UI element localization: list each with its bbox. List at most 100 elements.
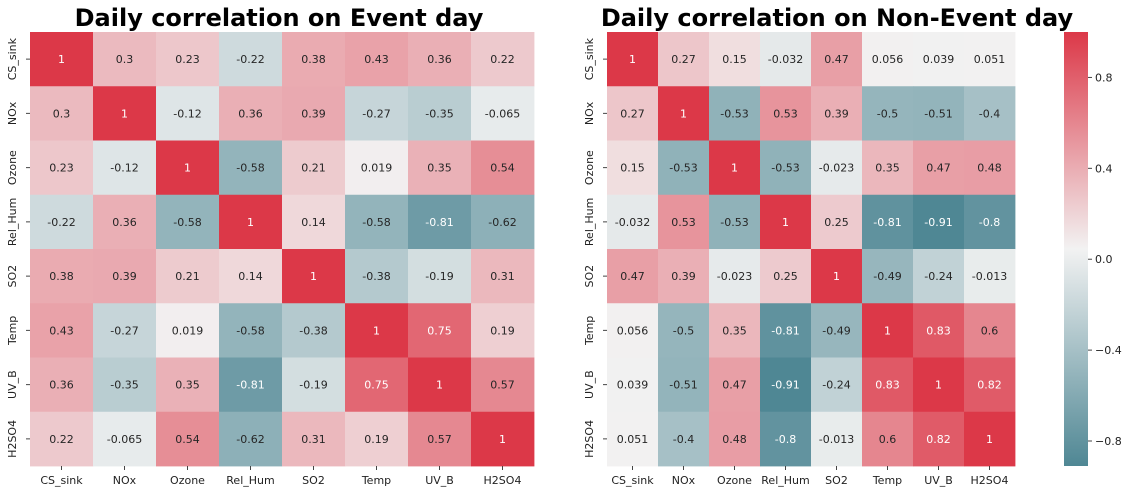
cell-value-label: -0.032: [615, 216, 650, 229]
heatmap-cell: [345, 249, 409, 304]
cell-value-label: -0.38: [299, 324, 327, 337]
y-tick-label: UV_B: [6, 370, 19, 399]
heatmap-cell: [93, 86, 157, 141]
colorbar: 0.8 0.4 0.0 −0.4 −0.8: [1064, 32, 1122, 466]
cell-value-label: -0.4: [979, 107, 1000, 120]
non-event-day-x-ticks: CS_sink NOx Ozone Rel_Hum SO2 Temp UV_B H2SO4: [611, 466, 1008, 487]
non-event-day-cells: [607, 32, 1016, 467]
x-tick-label: H2SO4: [484, 474, 522, 487]
heatmap-cell: [93, 32, 157, 87]
cell-value-label: 1: [629, 53, 636, 66]
y-tick-label: CS_sink: [583, 37, 596, 80]
non-event-day-annotations: 1 0.27 0.15 -0.032 0.47 0.056 0.039 0.051 0.27 1 -…: [615, 53, 1007, 446]
cell-value-label: -0.065: [485, 107, 520, 120]
heatmap-cell: [93, 411, 157, 467]
heatmap-cell: [709, 86, 761, 141]
cell-value-label: 0.54: [490, 162, 515, 175]
cell-value-label: -0.58: [236, 162, 264, 175]
heatmap-cell: [156, 249, 220, 304]
event-day-x-ticks: CS_sink NOx Ozone Rel_Hum SO2 Temp UV_B H2SO4: [40, 466, 521, 487]
x-tick-label: NOx: [672, 474, 696, 487]
cell-value-label: -0.27: [110, 324, 138, 337]
y-tick-label: H2SO4: [6, 420, 19, 458]
heatmap-cell: [156, 303, 220, 358]
cell-value-label: -0.35: [110, 379, 138, 392]
heatmap-cell: [811, 357, 863, 413]
cell-value-label: 0.22: [49, 433, 74, 446]
cell-value-label: 0.3: [53, 107, 71, 120]
heatmap-cell: [862, 194, 914, 250]
event-day-cells: [30, 32, 535, 467]
cell-value-label: 0.21: [175, 270, 200, 283]
cell-value-label: -0.24: [822, 379, 850, 392]
cell-value-label: 0.43: [364, 53, 389, 66]
cell-value-label: 0.27: [620, 107, 645, 120]
y-tick-label: H2SO4: [583, 420, 596, 458]
heatmap-cell: [471, 357, 535, 413]
heatmap-cell: [913, 249, 965, 304]
cell-value-label: 0.14: [301, 216, 326, 229]
heatmap-cell: [282, 32, 346, 87]
cell-value-label: -0.013: [972, 270, 1007, 283]
heatmap-cell: [30, 249, 94, 304]
heatmap-cell: [709, 411, 761, 467]
cell-value-label: -0.62: [236, 433, 264, 446]
x-tick-label: SO2: [302, 474, 325, 487]
cell-value-label: -0.53: [669, 162, 697, 175]
heatmap-cell: [760, 249, 812, 304]
heatmap-cell: [93, 303, 157, 358]
heatmap-cell: [862, 357, 914, 413]
cell-value-label: -0.023: [819, 162, 854, 175]
cell-value-label: -0.12: [173, 107, 201, 120]
heatmap-cell: [658, 86, 710, 141]
heatmap-cell: [760, 303, 812, 358]
cell-value-label: 1: [436, 379, 443, 392]
cell-value-label: 0.83: [875, 379, 900, 392]
cell-value-label: 0.54: [175, 433, 200, 446]
heatmap-cell: [30, 357, 94, 413]
heatmap-cell: [811, 86, 863, 141]
cell-value-label: -0.91: [771, 379, 799, 392]
y-tick-label: NOx: [583, 101, 596, 125]
x-tick-label: Temp: [872, 474, 902, 487]
heatmap-cell: [964, 86, 1016, 141]
heatmap-cell: [862, 411, 914, 467]
cell-value-label: 0.31: [490, 270, 515, 283]
heatmap-cell: [30, 303, 94, 358]
heatmap-cell: [760, 411, 812, 467]
cell-value-label: 0.39: [824, 107, 849, 120]
cell-value-label: 0.3: [116, 53, 134, 66]
heatmap-cell: [408, 357, 472, 413]
cell-value-label: 1: [680, 107, 687, 120]
heatmap-cell: [709, 194, 761, 250]
cell-value-label: -0.5: [673, 324, 694, 337]
x-tick-label: Rel_Hum: [226, 474, 274, 487]
cell-value-label: 0.35: [427, 162, 452, 175]
cell-value-label: 0.35: [175, 379, 200, 392]
cell-value-label: 0.23: [175, 53, 200, 66]
heatmap-cell: [709, 140, 761, 196]
heatmap-cell: [607, 86, 659, 141]
cell-value-label: -0.24: [924, 270, 952, 283]
heatmap-cell: [964, 32, 1016, 87]
heatmap-cell: [471, 86, 535, 141]
heatmap-cell: [709, 32, 761, 87]
heatmap-cell: [607, 32, 659, 87]
cell-value-label: 0.48: [722, 433, 747, 446]
cell-value-label: -0.023: [717, 270, 752, 283]
heatmap-cell: [408, 140, 472, 196]
cell-value-label: 0.36: [49, 379, 74, 392]
cell-value-label: -0.91: [924, 216, 952, 229]
non-event-day-heatmap: Daily correlation on Non-Event day 1 0.27…: [583, 4, 1074, 487]
cell-value-label: -0.35: [425, 107, 453, 120]
cell-value-label: 1: [833, 270, 840, 283]
non-event-day-title: Daily correlation on Non-Event day: [601, 4, 1074, 32]
cell-value-label: 0.83: [926, 324, 951, 337]
cell-value-label: 1: [935, 379, 942, 392]
heatmap-cell: [760, 32, 812, 87]
colorbar-tick-label: 0.4: [1095, 162, 1113, 175]
cell-value-label: 0.75: [427, 324, 452, 337]
heatmap-cell: [219, 411, 283, 467]
heatmap-cell: [345, 140, 409, 196]
